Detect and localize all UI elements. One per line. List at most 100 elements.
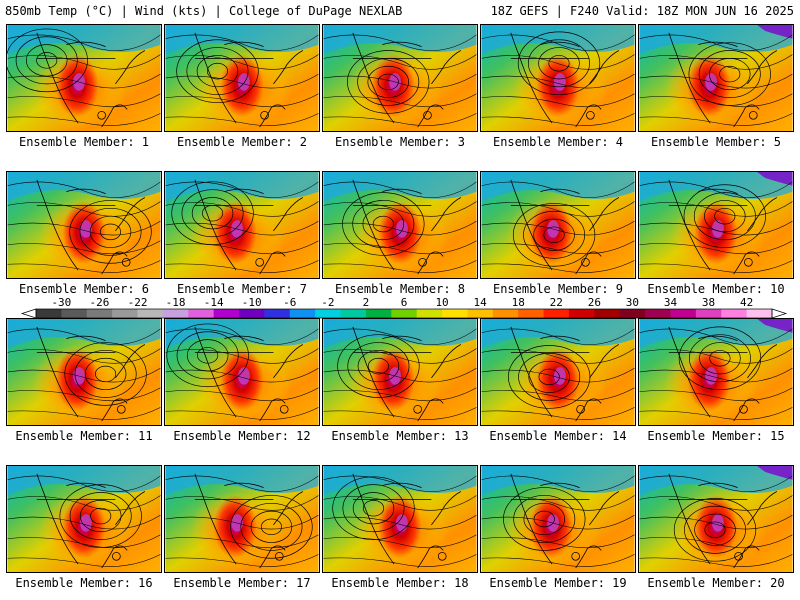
height-contour [639,220,793,236]
colorbar-swatch [239,309,265,318]
height-contour [507,345,591,409]
height-contour [481,34,635,51]
coastline [352,326,462,422]
ensemble-member-label: Ensemble Member: 3 [334,135,466,149]
ensemble-member-panel: Ensemble Member: 11 [6,318,162,444]
colorbar-tick-label: -30 [51,297,71,309]
cold-core [757,172,793,186]
cold-region [165,319,319,349]
height-contour [191,197,234,230]
colorbar-tick-label: 22 [550,297,563,309]
cold-region [323,25,477,55]
height-contour [165,348,319,364]
height-contour [481,475,635,492]
height-contour [639,201,793,217]
low-center [418,257,427,267]
temperature-colorbar: -30 -26 -22 -18 -14 -10 -6 -2 2 6 10 14 18 22 26 30 34 38… [20,297,788,319]
height-contour [7,201,161,217]
height-contour [639,328,793,345]
height-contour [165,73,319,89]
height-contour [323,514,477,530]
height-contour [165,475,319,492]
height-contour [481,534,635,549]
height-contour [323,240,477,255]
colorbar-tick-label: -6 [283,297,296,309]
height-contour [332,476,415,540]
low-center [437,551,447,561]
heat-max [554,73,566,91]
colorbar-tick-label: -26 [90,297,110,309]
height-contour [367,357,389,375]
coastline [510,32,620,128]
height-contour [342,484,405,533]
height-contour [523,502,566,536]
height-contour [186,47,249,96]
colorbar-tick-label: -14 [204,297,224,309]
cold-core [757,466,793,480]
ensemble-member-panel: Ensemble Member: 13 [322,318,478,444]
height-contour [673,498,757,562]
colorbar-swatch [86,309,113,318]
coastline [668,179,778,275]
height-contour [323,495,477,511]
height-contour [7,260,161,273]
height-contour [7,367,161,383]
coastline [36,473,146,569]
ensemble-member-label: Ensemble Member: 7 [176,282,308,296]
low-center [255,257,264,267]
heat-max [80,514,92,532]
height-contour [323,201,477,217]
heat-max [712,220,724,238]
colorbar-tick-label: 34 [664,297,678,309]
low-center [576,404,585,414]
heat-max [712,514,724,532]
low-center [748,110,758,120]
height-contour [323,93,477,108]
height-contour [719,65,741,83]
cold-region [7,25,161,55]
colorbar-swatch [112,309,139,318]
height-contour [240,502,303,551]
height-contour [639,534,793,549]
height-contour [639,181,793,198]
coastline [36,179,146,275]
height-contour [639,34,793,51]
coastline [668,473,778,569]
height-contour [639,554,793,567]
height-contour [7,93,161,108]
colorbar-swatch [213,309,240,318]
low-center [279,404,289,414]
colorbar-swatch [391,309,418,318]
heat-max [396,514,408,532]
colorbar-swatch [162,309,189,318]
colorbar-tick-label: 14 [474,297,488,309]
height-contour [481,495,635,511]
colorbar-swatch [695,309,722,318]
height-contour [688,334,751,383]
low-center [586,110,595,120]
colorbar-swatch [289,309,316,318]
height-contour [69,492,132,540]
height-contour [166,323,249,388]
height-contour [323,475,477,492]
height-contour [7,54,161,70]
colorbar-swatch [594,309,621,318]
height-contour [165,495,319,511]
height-contour [323,113,477,126]
ensemble-member-label: Ensemble Member: 4 [492,135,624,149]
ensemble-member-map [164,24,320,132]
low-center [97,110,106,120]
colorbar-frame [35,308,773,319]
colorbar-tick-label: 30 [626,297,639,309]
coastline [668,32,778,128]
height-contour [7,534,161,549]
ensemble-member-map [6,318,162,426]
height-contour [513,495,576,543]
low-center [423,110,432,120]
cold-region [481,172,635,202]
height-contour [342,192,425,256]
colorbar-tick-label: 6 [401,297,408,309]
height-contour [323,367,477,383]
low-center [116,404,126,414]
height-contour [230,495,313,559]
